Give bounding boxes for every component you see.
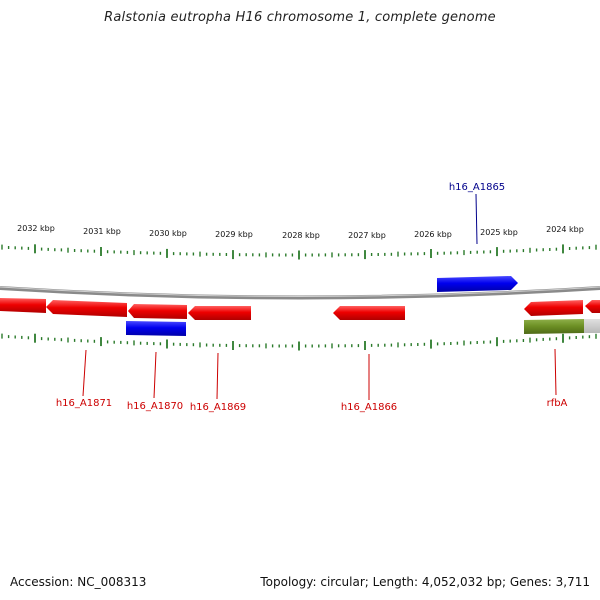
outer-tick-ring [1, 244, 597, 260]
gene-h16-A1865[interactable] [437, 276, 518, 292]
label-connectors [82, 193, 557, 400]
scale-label-2029: 2029 kbp [215, 230, 253, 239]
gene-h16-A1871[interactable] [46, 300, 127, 317]
gene-rfbA[interactable] [524, 300, 583, 316]
inner-tick-ring [1, 333, 597, 351]
chromosome-backbone [0, 286, 600, 300]
gene-label-h16-A1865: h16_A1865 [449, 182, 505, 193]
gene-label-rfbA: rfbA [547, 398, 568, 409]
scale-labels: 2032 kbp 2031 kbp 2030 kbp 2029 kbp 2028… [17, 224, 584, 240]
scale-label-2026: 2026 kbp [414, 230, 452, 239]
scale-label-2031: 2031 kbp [83, 227, 121, 236]
scale-label-2030: 2030 kbp [149, 229, 187, 238]
gene-left-edge[interactable] [0, 298, 46, 313]
genome-summary-text: Topology: circular; Length: 4,052,032 bp… [260, 575, 590, 589]
scale-label-2028: 2028 kbp [282, 231, 320, 240]
rna-gene-continued[interactable] [584, 319, 600, 333]
gene-right-edge[interactable] [585, 300, 600, 313]
chromosome-backbone-highlight [0, 286, 600, 297]
gene-label-h16-A1869: h16_A1869 [190, 402, 246, 413]
scale-label-2025: 2025 kbp [480, 228, 518, 237]
gene-label-h16-A1871: h16_A1871 [56, 398, 112, 409]
gene-h16-A1870-reverse[interactable] [128, 304, 187, 319]
gene-h16-A1869[interactable] [188, 306, 251, 320]
reverse-strand-genes [0, 298, 600, 336]
gene-label-h16-A1870: h16_A1870 [127, 401, 183, 412]
scale-label-2024: 2024 kbp [546, 225, 584, 234]
rna-gene[interactable] [524, 319, 584, 334]
accession-text: Accession: NC_008313 [10, 575, 147, 589]
gene-h16-A1870[interactable] [126, 321, 186, 336]
scale-label-2027: 2027 kbp [348, 231, 386, 240]
scale-label-2032: 2032 kbp [17, 224, 55, 233]
forward-strand-genes [437, 276, 518, 292]
gene-h16-A1866[interactable] [333, 306, 405, 320]
gene-label-h16-A1866: h16_A1866 [341, 402, 397, 413]
map-title: Ralstonia eutropha H16 chromosome 1, com… [104, 10, 496, 25]
